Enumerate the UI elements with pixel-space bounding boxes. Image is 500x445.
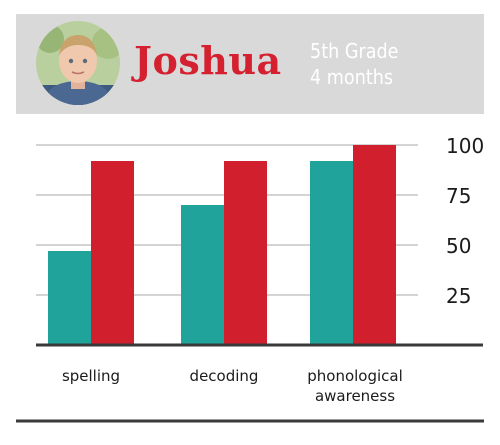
bar-teal [181,205,224,345]
grade-level: 5th Grade [310,39,399,63]
duration: 4 months [310,65,394,89]
bar-teal [48,251,91,345]
category-label: spelling [62,367,120,385]
y-tick-label: 25 [446,284,471,308]
y-tick-label: 75 [446,184,471,208]
profile-header: Joshua 5th Grade 4 months [16,14,484,114]
y-tick-label: 100 [446,134,484,158]
bar-red [353,145,396,345]
category-label: awareness [315,387,395,405]
student-name: Joshua [134,38,282,83]
grade-info: 5th Grade 4 months [310,38,399,90]
bar-teal [310,161,353,345]
bar-red [91,161,134,345]
category-label: phonological [307,367,403,385]
category-label: decoding [190,367,259,385]
y-tick-label: 50 [446,234,471,258]
bar-red [224,161,267,345]
